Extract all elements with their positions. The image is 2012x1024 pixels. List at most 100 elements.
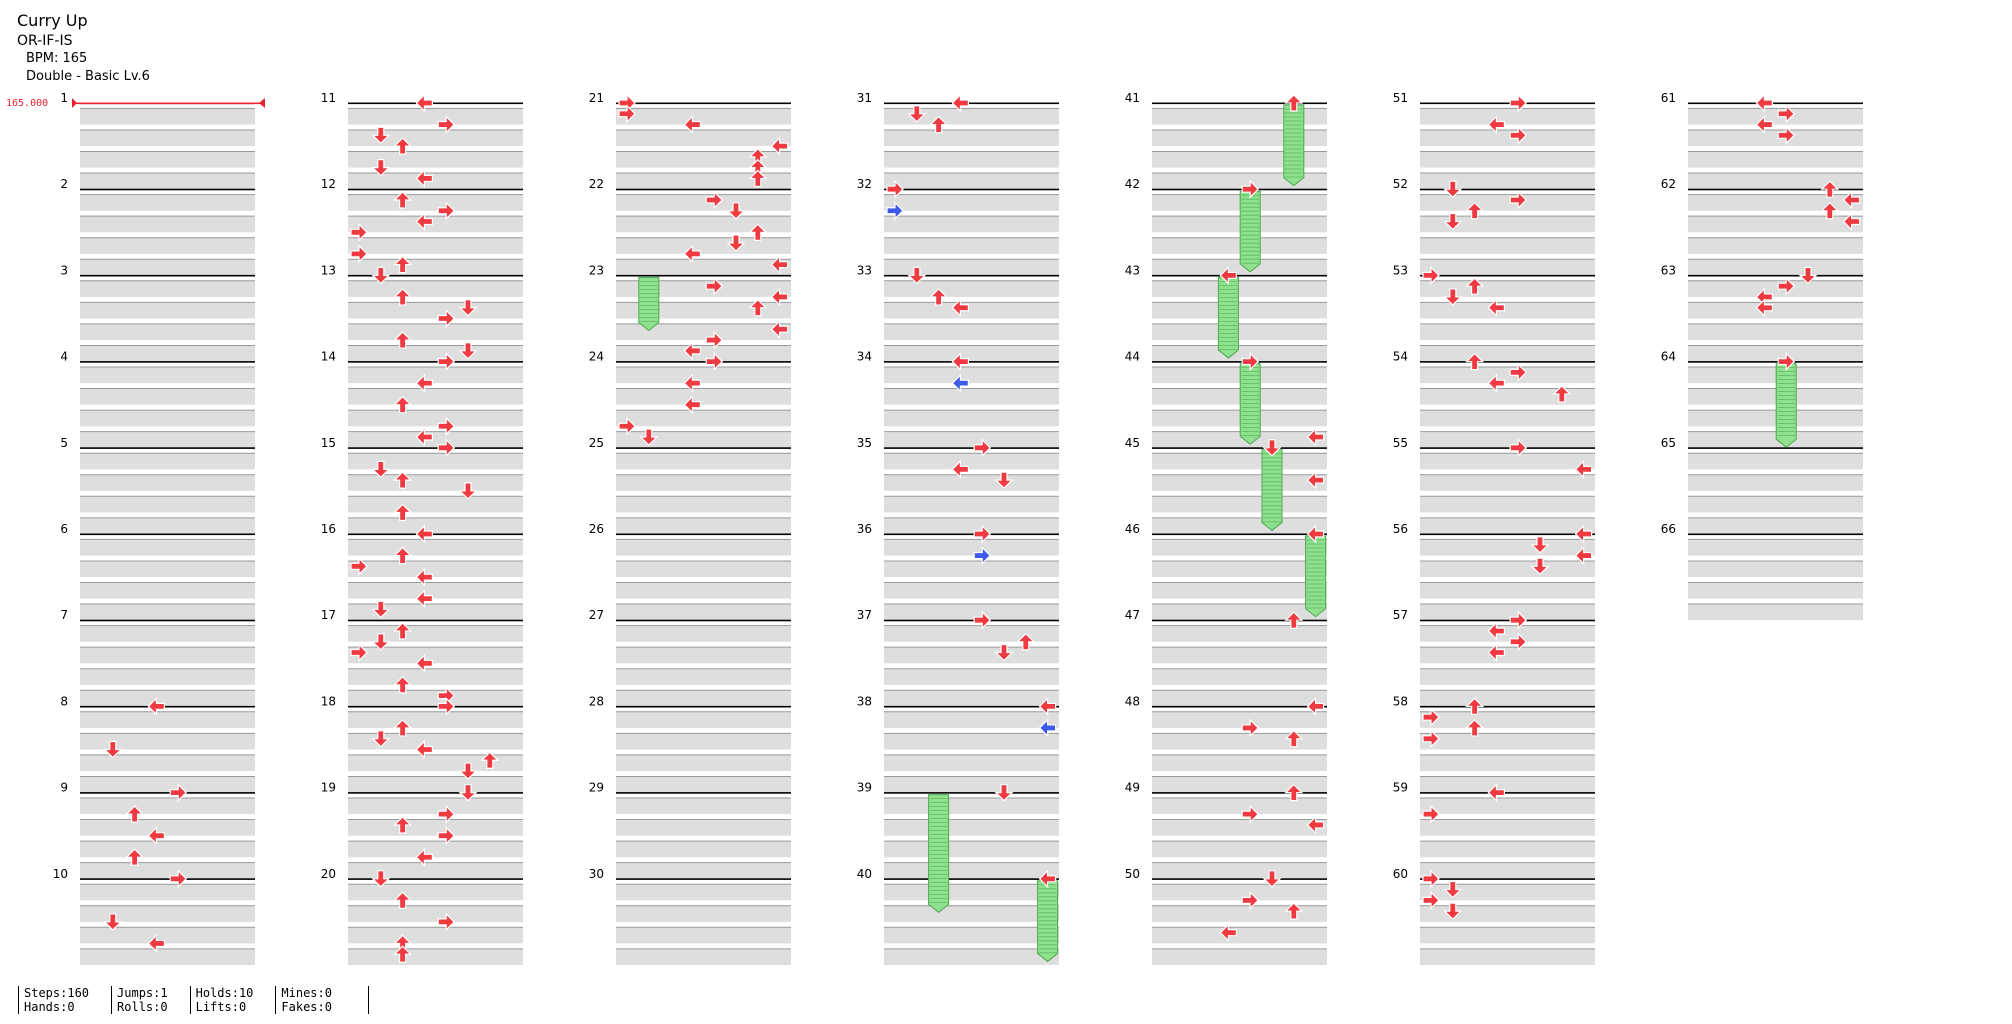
beat-band [884, 797, 1059, 815]
beat-band [884, 366, 1059, 384]
beat-band [1420, 927, 1595, 944]
beat-band [884, 431, 1059, 448]
beat-band [1420, 862, 1595, 879]
measure-line [616, 102, 791, 105]
measure-line [884, 102, 1059, 105]
beat-band [616, 841, 791, 858]
step-arrow [1306, 815, 1325, 835]
beat-band [616, 388, 791, 405]
beat-band [80, 841, 255, 858]
beat-band [80, 517, 255, 534]
beat-band [80, 754, 255, 772]
step-arrow [1284, 902, 1304, 920]
measure-line [1420, 188, 1595, 191]
beat-band [1152, 948, 1327, 965]
step-arrow [393, 331, 413, 349]
beat-band [884, 862, 1059, 879]
stats-jumps-rolls: Jumps:1 Rolls:0 [111, 986, 190, 1014]
step-arrow [1574, 524, 1593, 544]
step-arrow [1487, 621, 1506, 641]
beat-band [884, 884, 1059, 901]
measure-line [1152, 188, 1327, 191]
step-arrow [458, 482, 478, 500]
measure-number: 13 [321, 263, 336, 277]
beat-band [80, 302, 255, 319]
beat-band [1420, 108, 1595, 125]
measure-number: 45 [1125, 436, 1140, 450]
measure-number: 47 [1125, 608, 1140, 622]
measure-number: 8 [60, 694, 68, 708]
measure-number: 6 [60, 522, 68, 536]
step-arrow [437, 352, 456, 372]
measure-line [616, 705, 791, 708]
beat-band [348, 453, 523, 470]
step-arrow [1443, 288, 1463, 306]
step-arrow [1777, 276, 1796, 296]
step-arrow [1509, 125, 1528, 145]
measure-number: 48 [1125, 694, 1140, 708]
beat-band [884, 216, 1059, 233]
beat-band [884, 388, 1059, 405]
step-arrow [125, 848, 145, 866]
bpm-marker-line [74, 102, 263, 105]
measure-line [616, 274, 791, 277]
beat-band [1152, 453, 1327, 470]
measure-line [1420, 361, 1595, 363]
beat-band [616, 905, 791, 922]
step-arrow [683, 244, 702, 264]
beat-band [348, 819, 523, 836]
beat-band [1152, 862, 1327, 879]
beat-band [616, 819, 791, 836]
beat-band [1688, 410, 1863, 427]
step-arrow [683, 115, 702, 134]
measure-number: 43 [1125, 263, 1140, 277]
step-arrow [748, 169, 768, 188]
beat-band [616, 647, 791, 664]
beat-band [1420, 431, 1595, 448]
beat-band [1152, 237, 1327, 254]
step-arrow [169, 783, 188, 803]
beat-band [1420, 366, 1595, 384]
step-arrow [1509, 438, 1528, 458]
beat-band [1420, 410, 1595, 427]
step-arrow [705, 276, 724, 296]
stats-holds-lifts: Holds:10 Lifts:0 [189, 986, 276, 1014]
stat-jumps: Jumps:1 [117, 986, 168, 1000]
step-arrow [770, 319, 789, 339]
beat-band [1688, 345, 1863, 362]
beat-band [80, 647, 255, 664]
beat-band [348, 280, 523, 297]
step-arrow [1509, 610, 1528, 630]
step-arrow [1038, 869, 1057, 889]
step-arrow [1487, 643, 1506, 662]
measure-number: 15 [321, 436, 336, 450]
step-arrow [393, 503, 413, 522]
step-arrow [1487, 298, 1506, 318]
step-chart: 1234567891011121314151617181920212223242… [53, 91, 1863, 965]
beat-band [884, 841, 1059, 858]
measure-line [1152, 878, 1327, 880]
beat-band [884, 129, 1059, 147]
beat-band [884, 237, 1059, 254]
beat-band [616, 625, 791, 642]
step-arrow [415, 168, 433, 188]
step-arrow [1509, 93, 1528, 113]
chart-stats: Steps:160 Hands:0 Jumps:1 Rolls:0 Holds:… [18, 986, 369, 1014]
beat-band [884, 927, 1059, 944]
step-arrow [951, 298, 970, 318]
beat-band [884, 625, 1059, 642]
beat-band [1688, 259, 1863, 276]
beat-band [80, 280, 255, 297]
beat-band [616, 302, 791, 319]
measure-number: 2 [60, 177, 68, 191]
beat-band [1688, 323, 1863, 341]
measure-number: 1 [60, 91, 68, 105]
song-difficulty: Double - Basic Lv.6 [26, 69, 150, 84]
measure-number: 21 [589, 91, 604, 105]
beat-band [348, 862, 523, 879]
measure-line [1688, 533, 1863, 536]
measure-line [348, 102, 523, 105]
stat-holds: Holds:10 [195, 986, 254, 1000]
beat-band [80, 604, 255, 621]
step-arrow [1422, 729, 1440, 749]
